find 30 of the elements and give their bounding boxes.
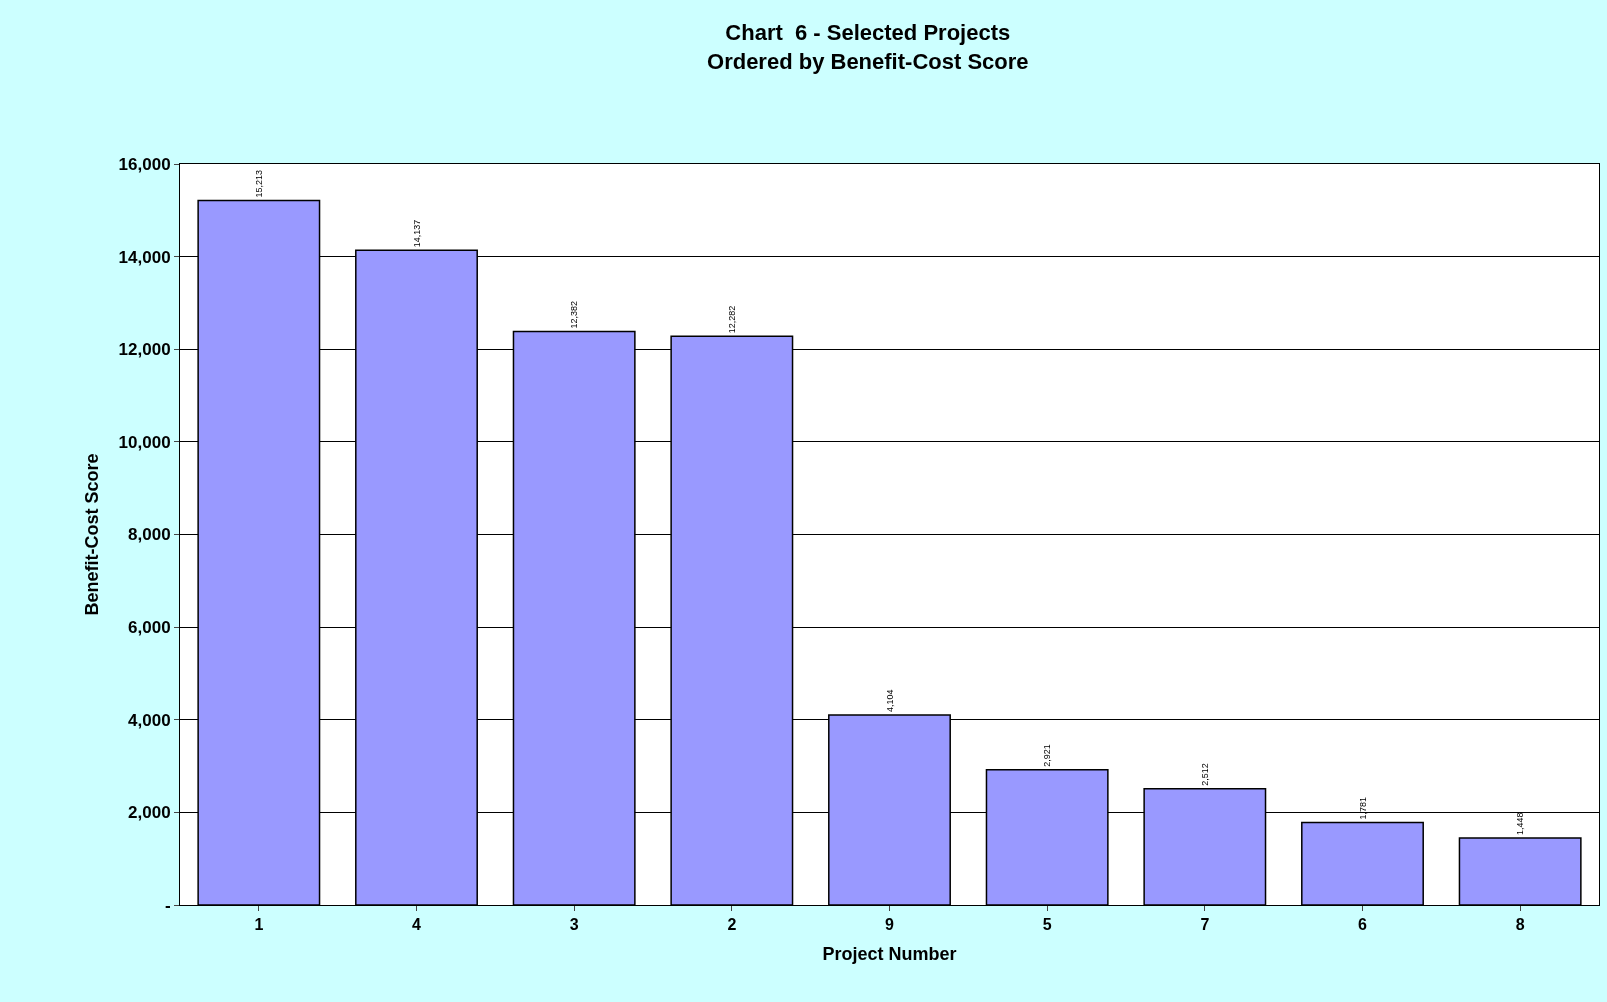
x-tick-label: 7 bbox=[1200, 916, 1210, 934]
x-tick-label: 5 bbox=[1042, 916, 1052, 934]
data-label: 1,448 bbox=[1515, 812, 1526, 835]
y-tick-label: 12,000 bbox=[118, 340, 171, 360]
y-tick-label: - bbox=[164, 895, 171, 915]
data-label: 14,137 bbox=[411, 219, 422, 248]
x-tick-label: 1 bbox=[254, 916, 264, 934]
x-tick-label: 3 bbox=[569, 916, 579, 934]
y-tick-label: 14,000 bbox=[118, 247, 171, 267]
x-tick-label: 8 bbox=[1515, 916, 1525, 934]
data-label: 2,512 bbox=[1199, 763, 1210, 786]
x-tick-label: 9 bbox=[885, 916, 895, 934]
data-label: 12,282 bbox=[726, 305, 737, 334]
x-tick-label: 2 bbox=[727, 916, 737, 934]
x-tick-label: 6 bbox=[1358, 916, 1368, 934]
data-label: 12,382 bbox=[569, 301, 580, 329]
y-axis-title: Benefit-Cost Score bbox=[81, 453, 102, 616]
y-tick-label: 2,000 bbox=[128, 803, 171, 823]
x-tick-label: 4 bbox=[412, 916, 422, 934]
y-tick-label: 16,000 bbox=[118, 154, 171, 174]
y-tick-label: 6,000 bbox=[128, 618, 171, 638]
y-tick-label: 10,000 bbox=[118, 432, 171, 452]
data-label: 15,213 bbox=[253, 169, 264, 198]
data-label: 2,921 bbox=[1042, 744, 1053, 767]
chart-title: Chart 6 - Selected Projects Ordered by Benefit-Cost Score bbox=[707, 20, 1029, 74]
y-tick-label: 4,000 bbox=[128, 710, 171, 730]
data-label: 1,781 bbox=[1357, 796, 1368, 820]
data-label: 4,104 bbox=[884, 689, 895, 712]
x-axis-title: Project Number bbox=[822, 944, 957, 965]
y-tick-label: 8,000 bbox=[128, 525, 171, 545]
